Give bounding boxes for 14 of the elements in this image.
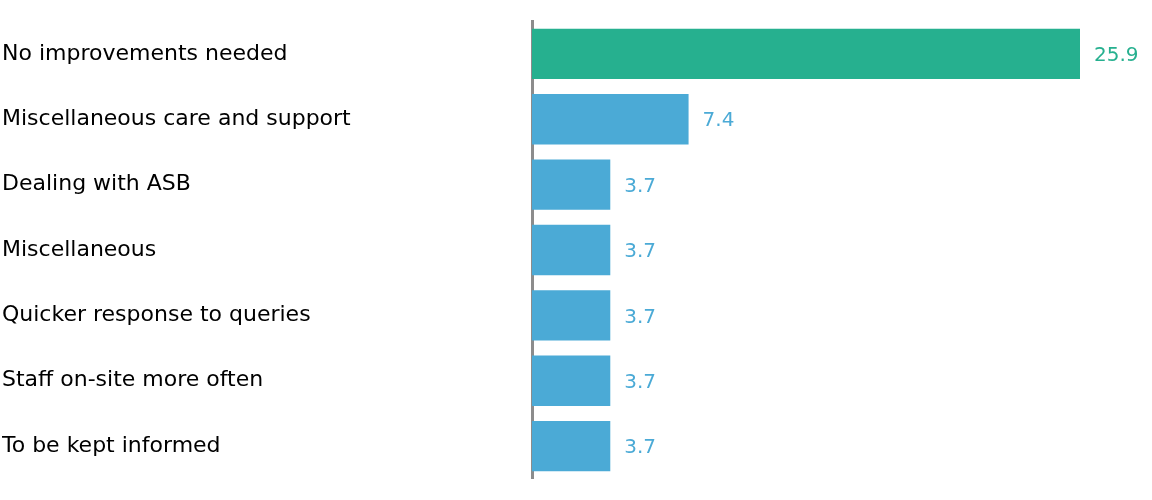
- data-label: 7.4: [702, 107, 735, 132]
- y-tick-label: Dealing with ASB: [2, 170, 191, 196]
- data-label: 3.7: [624, 303, 657, 328]
- y-tick-label: Staff on-site more often: [2, 366, 264, 392]
- y-tick-label: Miscellaneous: [2, 235, 157, 261]
- data-label: 3.7: [624, 368, 657, 393]
- data-label: 3.7: [624, 172, 657, 197]
- y-tick-label: Miscellaneous care and support: [2, 104, 352, 130]
- y-tick-label: Quicker response to queries: [2, 301, 311, 327]
- data-label: 25.9: [1094, 42, 1139, 67]
- y-tick-label: No improvements needed: [2, 39, 288, 65]
- data-label: 3.7: [624, 434, 657, 459]
- y-tick-label: To be kept informed: [1, 431, 221, 457]
- data-label: 3.7: [624, 238, 657, 263]
